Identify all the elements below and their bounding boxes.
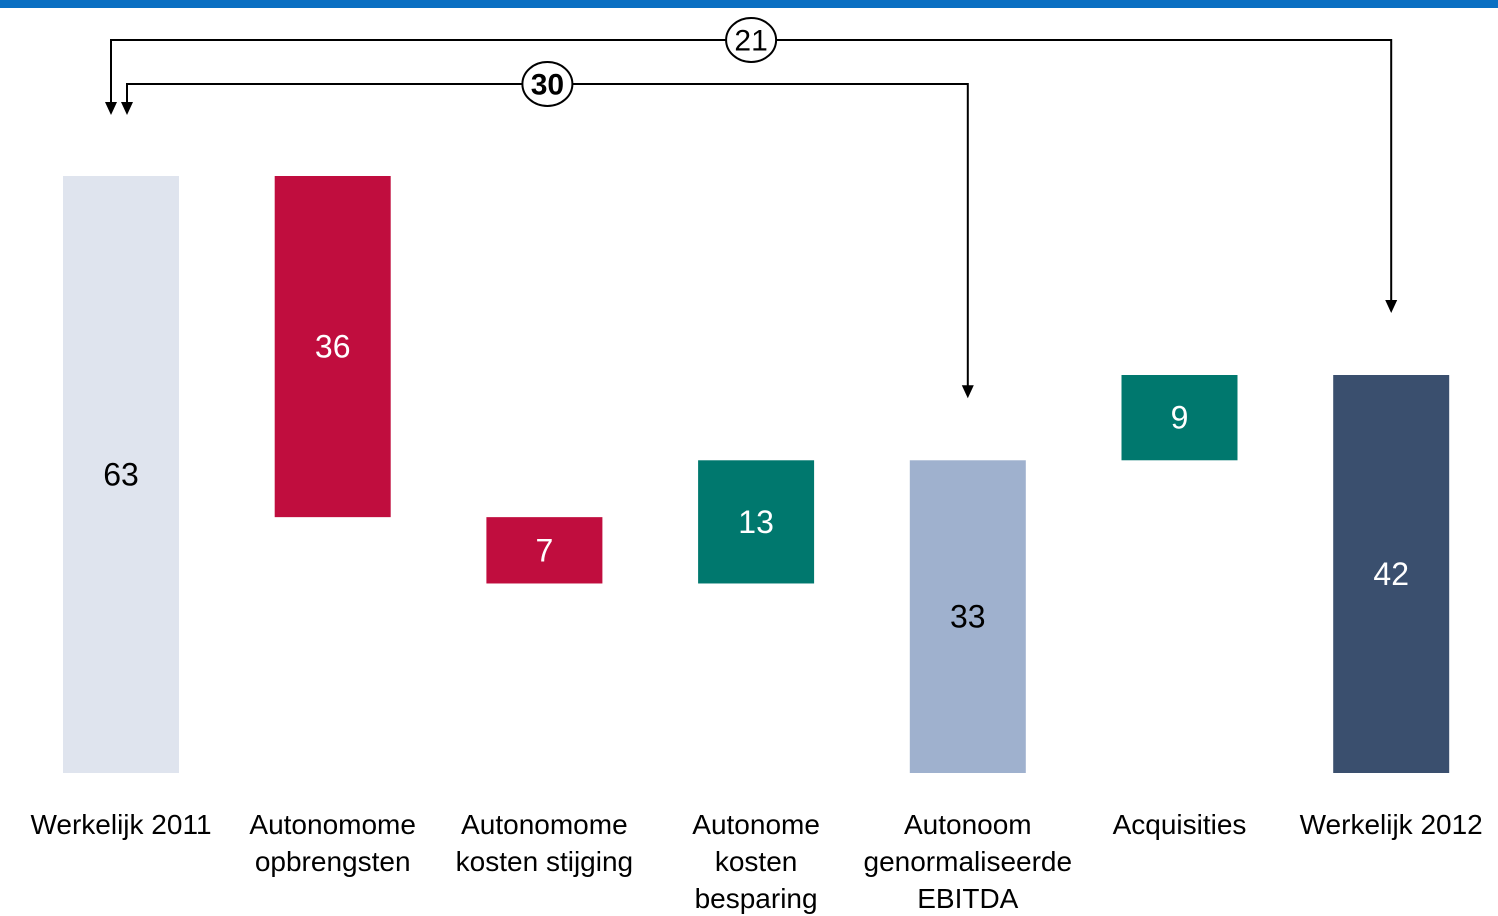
value-label: 13 (738, 504, 774, 540)
annotation-circle (521, 61, 574, 107)
x-tick-label: Autonoom genormaliseerde EBITDA (863, 809, 1073, 914)
bar (1333, 375, 1450, 773)
annotation-label: 21 (734, 25, 767, 58)
bar (909, 460, 1026, 773)
bar (63, 176, 179, 773)
x-tick-label: Autonomome opbrengsten (249, 809, 416, 877)
value-label: 9 (1171, 400, 1189, 436)
bar (274, 176, 391, 518)
arrowhead (1385, 300, 1398, 313)
annotation-circle (725, 17, 778, 63)
x-tick-label: Werkelijk 2012 (1299, 809, 1483, 840)
x-tick-label: Acquisities (1112, 809, 1247, 840)
arrowhead (121, 102, 133, 115)
value-label: 63 (103, 457, 139, 493)
x-tick-label: Werkelijk 2011 (30, 809, 212, 840)
value-label: 36 (315, 329, 351, 365)
top-band (0, 0, 1498, 8)
bar (698, 460, 815, 584)
bracket-line (126, 83, 969, 387)
annotation-label: 30 (531, 69, 564, 102)
arrowhead (105, 102, 117, 115)
arrowhead (961, 385, 974, 399)
bar (486, 517, 603, 584)
bar (1121, 375, 1238, 461)
x-tick-label: Autonomome kosten stijging (455, 809, 634, 877)
value-label: 33 (950, 599, 986, 635)
value-label: 42 (1373, 556, 1409, 592)
value-label: 7 (536, 532, 554, 568)
x-tick-label: Autonome kosten besparing (692, 809, 820, 914)
